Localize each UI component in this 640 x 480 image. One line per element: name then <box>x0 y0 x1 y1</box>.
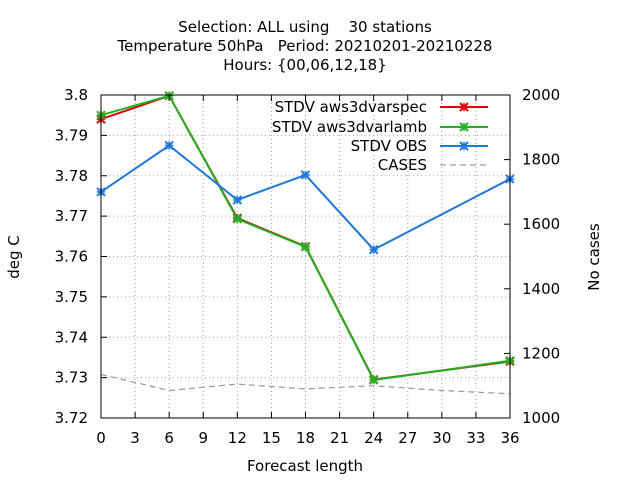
legend-label: STDV aws3dvarspec <box>275 98 427 116</box>
x-tick-label: 36 <box>500 429 519 447</box>
x-axis-label: Forecast length <box>247 457 363 475</box>
y2-tick-label: 1200 <box>522 344 560 362</box>
data-point <box>300 170 311 180</box>
x-tick-label: 3 <box>130 429 140 447</box>
x-tick-label: 18 <box>296 429 315 447</box>
data-point <box>232 195 243 205</box>
legend-item: STDV aws3dvarspec <box>275 98 488 116</box>
legend-item: STDV OBS <box>351 137 488 155</box>
legend-label: STDV OBS <box>351 137 427 155</box>
tick-labels: 0 3 6 9 12 15 18 21 24 27 30 33 363.723.733.743.753.… <box>55 86 561 447</box>
chart-title: Selection: ALL using 30 stations Tempera… <box>117 18 493 74</box>
series-line <box>100 94 511 382</box>
data-point <box>368 375 379 385</box>
y-tick-label: 3.8 <box>64 86 88 104</box>
y-tick-label: 3.73 <box>55 369 88 387</box>
legend-label: STDV aws3dvarlamb <box>272 118 427 136</box>
data-point <box>459 141 469 151</box>
title-line-2: Temperature 50hPa Period: 20210201-20210… <box>117 37 493 55</box>
x-tick-label: 24 <box>364 429 383 447</box>
data-point <box>232 214 243 224</box>
ticks <box>100 94 511 419</box>
title-line-1: Selection: ALL using 30 stations <box>178 18 432 36</box>
y-tick-label: 3.76 <box>55 248 88 266</box>
series-line <box>100 373 511 395</box>
series-cases <box>100 373 511 395</box>
x-tick-label: 27 <box>398 429 417 447</box>
series-stdv-obs <box>96 140 515 255</box>
x-tick-label: 6 <box>164 429 174 447</box>
title-line-3: Hours: {00,06,12,18} <box>223 56 387 74</box>
legend-item: CASES <box>378 156 488 174</box>
legend-label: CASES <box>378 156 427 174</box>
x-tick-label: 0 <box>96 429 106 447</box>
y-tick-label: 3.79 <box>55 126 88 144</box>
x-tick-label: 30 <box>432 429 451 447</box>
x-tick-label: 33 <box>466 429 485 447</box>
x-tick-label: 15 <box>262 429 281 447</box>
series-stdv-aws3dvarlamb <box>96 91 515 385</box>
series-line <box>100 144 511 251</box>
y2-tick-label: 1000 <box>522 409 560 427</box>
data-point <box>459 102 469 112</box>
data-series <box>96 91 515 395</box>
y-tick-label: 3.78 <box>55 167 88 185</box>
y-tick-label: 3.72 <box>55 409 88 427</box>
y-tick-label: 3.74 <box>55 328 88 346</box>
y2-tick-label: 2000 <box>522 86 560 104</box>
y2-tick-label: 1400 <box>522 280 560 298</box>
data-point <box>164 140 174 151</box>
data-point <box>300 242 311 252</box>
y-axis-label: deg C <box>5 235 23 279</box>
legend-item: STDV aws3dvarlamb <box>272 118 488 136</box>
x-tick-label: 12 <box>228 429 247 447</box>
x-tick-label: 9 <box>198 429 208 447</box>
y2-axis-label: No cases <box>585 223 603 291</box>
y2-tick-label: 1800 <box>522 151 560 169</box>
y2-tick-label: 1600 <box>522 215 560 233</box>
x-tick-label: 21 <box>330 429 349 447</box>
data-point <box>459 122 469 132</box>
y-tick-label: 3.75 <box>55 288 88 306</box>
y-tick-label: 3.77 <box>55 207 88 225</box>
data-point <box>368 244 379 255</box>
